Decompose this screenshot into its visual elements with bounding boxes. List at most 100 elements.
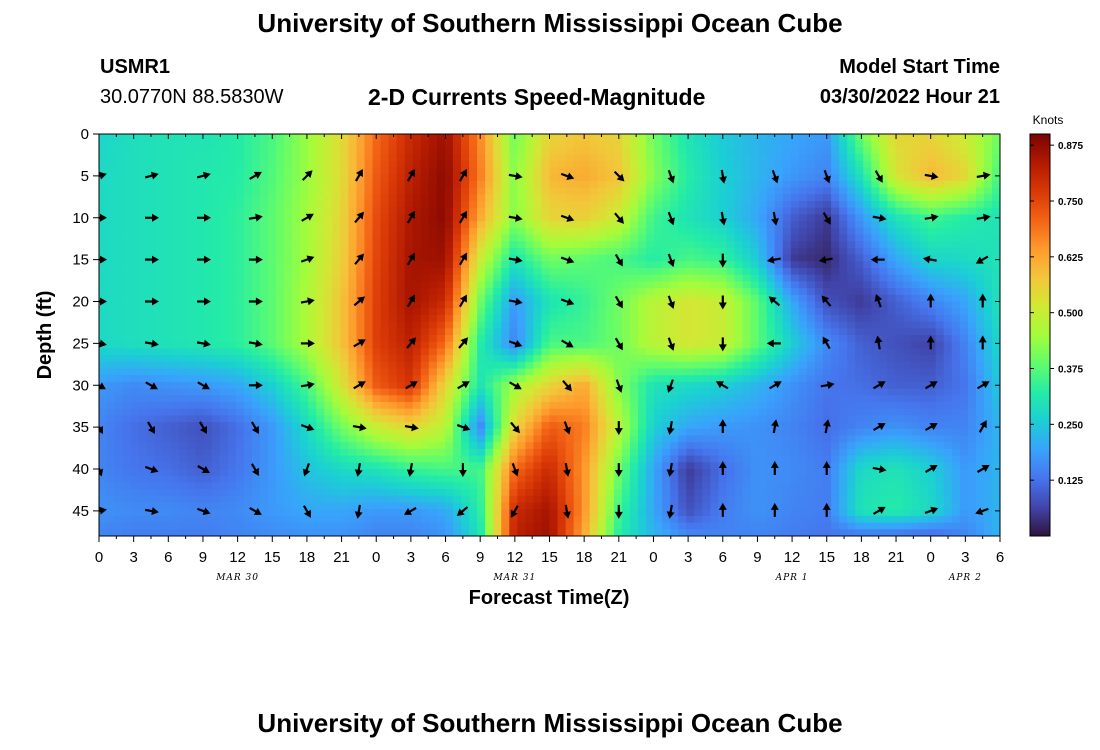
heatmap-cell: [477, 422, 486, 430]
heatmap-cell: [549, 268, 559, 276]
heatmap-cell: [806, 134, 816, 142]
heatmap-cell: [959, 422, 969, 430]
heatmap-cell: [123, 281, 132, 289]
heatmap-cell: [235, 281, 245, 289]
heatmap-cell: [509, 247, 518, 256]
heatmap-cell: [702, 154, 711, 162]
heatmap-cell: [734, 308, 744, 316]
heatmap-cell: [509, 147, 518, 155]
heatmap-cell: [774, 314, 784, 323]
heatmap-cell: [839, 355, 848, 363]
heatmap-cell: [646, 308, 655, 316]
heatmap-cell: [372, 301, 382, 309]
heatmap-cell: [814, 214, 824, 222]
heatmap-cell: [243, 355, 253, 363]
heatmap-cell: [855, 134, 864, 142]
heatmap-cell: [517, 247, 526, 256]
heatmap-cell: [251, 241, 261, 249]
heatmap-cell: [219, 381, 229, 390]
heatmap-cell: [911, 167, 921, 175]
heatmap-cell: [678, 134, 687, 142]
heatmap-cell: [243, 402, 253, 410]
heatmap-cell: [243, 341, 253, 349]
heatmap-cell: [983, 415, 993, 423]
heatmap-cell: [702, 375, 711, 383]
heatmap-cell: [678, 321, 687, 329]
heatmap-cell: [935, 268, 945, 276]
heatmap-cell: [959, 221, 969, 229]
heatmap-cell: [951, 180, 961, 189]
heatmap-cell: [782, 241, 792, 249]
heatmap-cell: [750, 402, 760, 410]
heatmap-cell: [581, 321, 591, 329]
heatmap-cell: [187, 201, 197, 209]
heatmap-cell: [911, 247, 921, 256]
heatmap-cell: [115, 361, 124, 370]
heatmap-cell: [340, 241, 349, 249]
heatmap-cell: [477, 201, 486, 209]
heatmap-cell: [935, 281, 945, 289]
heatmap-cell: [187, 375, 197, 383]
heatmap-cell: [662, 261, 671, 269]
heatmap-cell: [758, 422, 768, 430]
heatmap-cell: [782, 355, 792, 363]
heatmap-cell: [782, 301, 792, 309]
heatmap-cell: [927, 268, 937, 276]
heatmap-cell: [452, 261, 462, 269]
heatmap-cell: [404, 288, 414, 296]
heatmap-cell: [485, 361, 494, 370]
heatmap-cell: [501, 268, 510, 276]
heatmap-cell: [871, 180, 880, 189]
heatmap-cell: [372, 348, 382, 356]
heatmap-cell: [782, 321, 792, 329]
heatmap-cell: [927, 187, 937, 195]
heatmap-cell: [959, 388, 969, 396]
heatmap-cell: [541, 167, 551, 175]
heatmap-cell: [541, 247, 551, 256]
heatmap-cell: [444, 174, 454, 182]
heatmap-cell: [219, 234, 229, 242]
heatmap-cell: [613, 355, 623, 363]
heatmap-cell: [597, 314, 607, 323]
heatmap-cell: [839, 214, 848, 222]
heatmap-cell: [493, 294, 502, 303]
heatmap-cell: [790, 274, 800, 282]
heatmap-cell: [340, 314, 349, 323]
heatmap-cell: [549, 241, 559, 249]
heatmap-cell: [790, 247, 800, 256]
heatmap-cell: [911, 207, 921, 215]
heatmap-cell: [637, 147, 647, 155]
heatmap-cell: [919, 355, 929, 363]
heatmap-cell: [163, 268, 172, 276]
heatmap-cell: [388, 402, 398, 410]
heatmap-cell: [814, 341, 824, 349]
heatmap-cell: [444, 355, 454, 363]
heatmap-cell: [267, 428, 277, 437]
heatmap-cell: [871, 415, 880, 423]
heatmap-cell: [605, 301, 615, 309]
heatmap-cell: [879, 241, 888, 249]
heatmap-cell: [831, 294, 840, 303]
heatmap-cell: [420, 274, 430, 282]
heatmap-cell: [107, 167, 116, 175]
heatmap-cell: [605, 308, 615, 316]
heatmap-cell: [782, 227, 792, 236]
heatmap-cell: [847, 314, 856, 323]
heatmap-cell: [163, 254, 172, 262]
heatmap-cell: [839, 314, 848, 323]
heatmap-cell: [324, 368, 333, 376]
heatmap-cell: [863, 134, 872, 142]
heatmap-cell: [461, 187, 470, 195]
heatmap-cell: [943, 321, 953, 329]
heatmap-cell: [549, 140, 559, 148]
heatmap-cell: [911, 227, 921, 236]
heatmap-cell: [983, 160, 993, 169]
heatmap-cell: [211, 361, 221, 370]
heatmap-cell: [967, 321, 977, 329]
heatmap-cell: [324, 167, 333, 175]
heatmap-cell: [461, 221, 470, 229]
heatmap-cell: [517, 180, 526, 189]
heatmap-cell: [597, 402, 607, 410]
heatmap-cell: [967, 261, 977, 269]
heatmap-cell: [203, 241, 213, 249]
